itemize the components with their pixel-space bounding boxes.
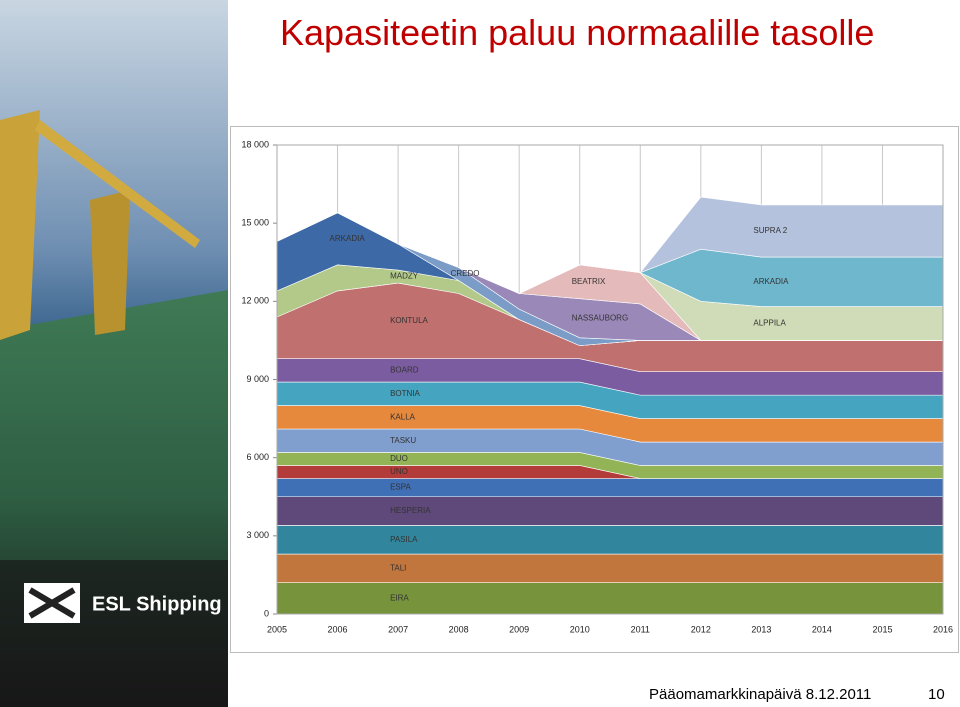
- chart: 2005 2006 2007 2008 2009 2010 2011 2012 2013 2014…: [230, 126, 959, 653]
- x-tick-label: 2012: [691, 624, 711, 634]
- series-label: ESPA: [390, 483, 411, 492]
- series-label: TASKU: [390, 436, 416, 445]
- logo-text: ESL Shipping: [92, 593, 222, 615]
- x-tick-label: 2016: [933, 624, 953, 634]
- area: [276, 478, 944, 498]
- series-label: TALI: [390, 564, 406, 573]
- x-tick-label: 2005: [267, 624, 287, 634]
- y-tick-label: 12 000: [241, 296, 269, 306]
- x-tick-label: 2006: [328, 624, 348, 634]
- series-label: UNO: [390, 467, 408, 476]
- x-tick-label: 2007: [388, 624, 408, 634]
- photo-panel: ESL Shipping: [0, 0, 228, 707]
- series-label: BEATRIX: [572, 277, 606, 286]
- x-tick-label: 2014: [812, 624, 832, 634]
- x-tick-label: 2015: [872, 624, 892, 634]
- series-label: ARKADIA: [330, 234, 366, 243]
- series-label: BOARD: [390, 365, 419, 374]
- y-tick-label: 15 000: [241, 218, 269, 228]
- areas: [276, 145, 944, 615]
- x-tick-label: 2013: [751, 624, 771, 634]
- series-label: MADZY: [390, 272, 419, 281]
- series-label: SUPRA 2: [753, 226, 787, 235]
- y-tick-label: 9 000: [246, 374, 269, 384]
- series-label: ARKADIA: [753, 277, 789, 286]
- crane: [90, 190, 130, 335]
- crane: [0, 110, 40, 340]
- plot-frame: [276, 144, 944, 615]
- series-label: KALLA: [390, 412, 416, 421]
- x-tick-label: 2009: [509, 624, 529, 634]
- series-label: EIRA: [390, 593, 409, 602]
- series-label: KONTULA: [390, 316, 428, 325]
- page-number: 10: [928, 686, 945, 703]
- logo: ESL Shipping: [24, 583, 222, 623]
- series-label: NASSAUBORG: [572, 313, 628, 322]
- slide-title: Kapasiteetin paluu normaalille tasolle: [280, 12, 875, 53]
- crane-arm: [35, 120, 200, 248]
- y-tick-label: 6 000: [246, 452, 269, 462]
- series-label: PASILA: [390, 535, 418, 544]
- series-label: ALPPILA: [753, 319, 786, 328]
- area: [276, 582, 944, 615]
- series-label: BOTNIA: [390, 389, 420, 398]
- x-tick-label: 2011: [631, 624, 650, 634]
- series-label: HESPERIA: [390, 506, 431, 515]
- y-tick-label: 18 000: [241, 139, 269, 149]
- footer: Pääomamarkkinapäivä 8.12.2011: [649, 686, 872, 703]
- y-tick-label: 0: [264, 608, 269, 618]
- y-tick-label: 3 000: [246, 530, 269, 540]
- x-tick-label: 2010: [570, 624, 590, 634]
- shade: [0, 560, 228, 707]
- area: [276, 496, 944, 526]
- series-label: CREDO: [451, 269, 480, 278]
- area: [276, 525, 944, 555]
- area: [276, 553, 944, 584]
- x-tick-label: 2008: [449, 624, 469, 634]
- logo-x: [28, 587, 76, 619]
- series-label: DUO: [390, 454, 408, 463]
